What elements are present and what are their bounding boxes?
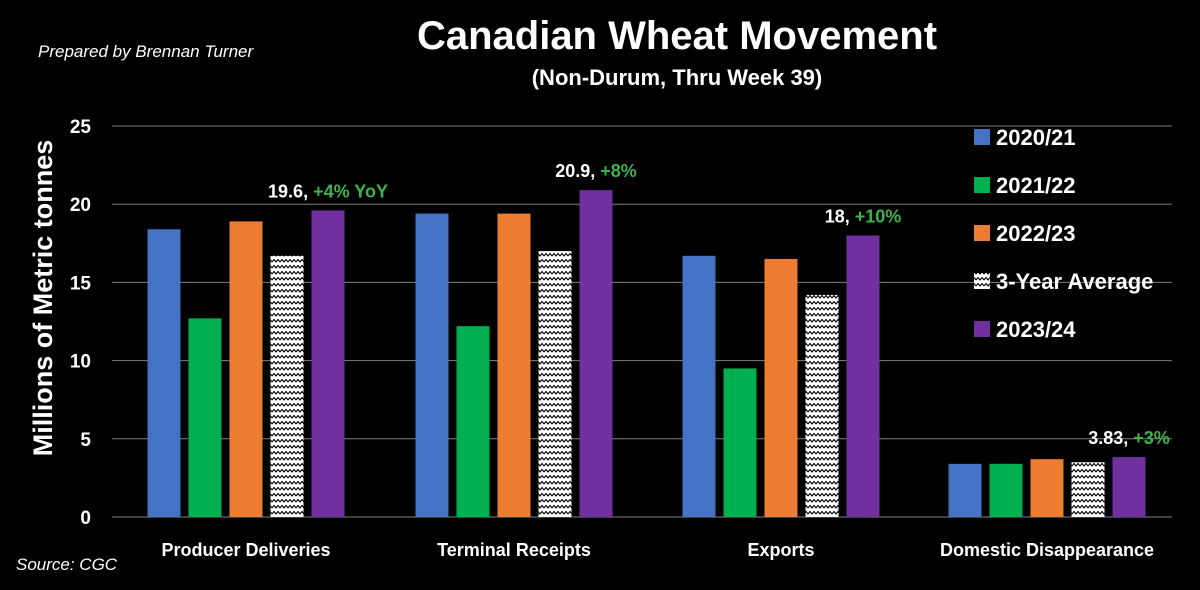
bar-2021-22-producer-deliveries [188, 318, 222, 517]
credit-text: Prepared by Brennan Turner [38, 42, 254, 61]
legend-swatch [974, 321, 990, 337]
annotation-value: 3.83, [1088, 428, 1133, 448]
bar-2022-23-terminal-receipts [497, 213, 531, 518]
legend-label: 2020/21 [996, 125, 1076, 150]
legend-swatch [974, 273, 990, 289]
y-tick-label: 5 [80, 430, 91, 451]
annotation-value: 18, [825, 206, 855, 226]
y-tick-label: 15 [70, 273, 92, 294]
annotation-change: +8% [600, 161, 637, 181]
annotation-change: +10% [855, 206, 902, 226]
x-tick-label: Domestic Disappearance [940, 540, 1154, 560]
legend: 2020/21 2021/22 2022/23 3-Year Average 2023/… [974, 125, 1153, 342]
chart-subtitle: (Non-Durum, Thru Week 39) [532, 65, 823, 90]
annotation-value: 20.9, [555, 161, 600, 181]
legend-label: 2021/22 [996, 173, 1076, 198]
bar-3-year-average-exports [805, 294, 839, 517]
bar-2020-21-producer-deliveries [147, 229, 181, 517]
bar-2020-21-terminal-receipts [415, 213, 449, 518]
legend-swatch [974, 177, 990, 193]
legend-label: 2022/23 [996, 221, 1076, 246]
bar-2023-24-producer-deliveries [311, 210, 345, 517]
bar-3-year-average-domestic-disappearance [1071, 462, 1105, 517]
bar-2020-21-domestic-disappearance [948, 463, 982, 517]
x-tick-label: Producer Deliveries [161, 540, 330, 560]
y-axis-label: Millions of Metric tonnes [28, 140, 58, 457]
y-tick-label: 20 [70, 195, 91, 216]
bar-2022-23-domestic-disappearance [1030, 459, 1064, 517]
legend-label: 2023/24 [996, 317, 1076, 342]
bar-2023-24-exports [846, 235, 880, 518]
annotation-value: 19.6, [268, 181, 313, 201]
y-axis-ticks: 0 5 10 15 20 25 [70, 117, 92, 529]
x-tick-label: Terminal Receipts [437, 540, 591, 560]
bar-2023-24-domestic-disappearance [1112, 457, 1146, 517]
bar-annotation: 3.83, +3% [1088, 428, 1170, 448]
bar-2022-23-producer-deliveries [229, 221, 263, 518]
bar-annotations: 19.6, +4% YoY 20.9, +8% 18, +10% 3.83, +3% [268, 161, 1170, 448]
annotation-change: +3% [1133, 428, 1170, 448]
bar-annotation: 18, +10% [825, 206, 902, 226]
y-tick-label: 0 [80, 508, 91, 529]
bar-3-year-average-producer-deliveries [270, 255, 304, 517]
legend-label: 3-Year Average [996, 269, 1153, 294]
bar-annotation: 20.9, +8% [555, 161, 637, 181]
bar-2020-21-exports [682, 255, 716, 517]
bar-2023-24-terminal-receipts [579, 190, 613, 517]
bar-2021-22-terminal-receipts [456, 326, 490, 517]
bar-2021-22-exports [723, 368, 757, 517]
bar-3-year-average-terminal-receipts [538, 251, 572, 517]
y-tick-label: 25 [70, 117, 92, 138]
chart-title: Canadian Wheat Movement [417, 14, 937, 58]
y-tick-label: 10 [70, 352, 91, 373]
source-text: Source: CGC [16, 555, 118, 574]
legend-swatch [974, 129, 990, 145]
bar-2021-22-domestic-disappearance [989, 463, 1023, 517]
x-tick-label: Exports [747, 540, 814, 560]
annotation-change: +4% YoY [313, 181, 388, 201]
bar-annotation: 19.6, +4% YoY [268, 181, 388, 201]
bar-2022-23-exports [764, 258, 798, 517]
x-axis-ticks: Producer Deliveries Terminal Receipts Expo… [161, 540, 1154, 560]
legend-swatch [974, 225, 990, 241]
bars [147, 190, 1146, 518]
